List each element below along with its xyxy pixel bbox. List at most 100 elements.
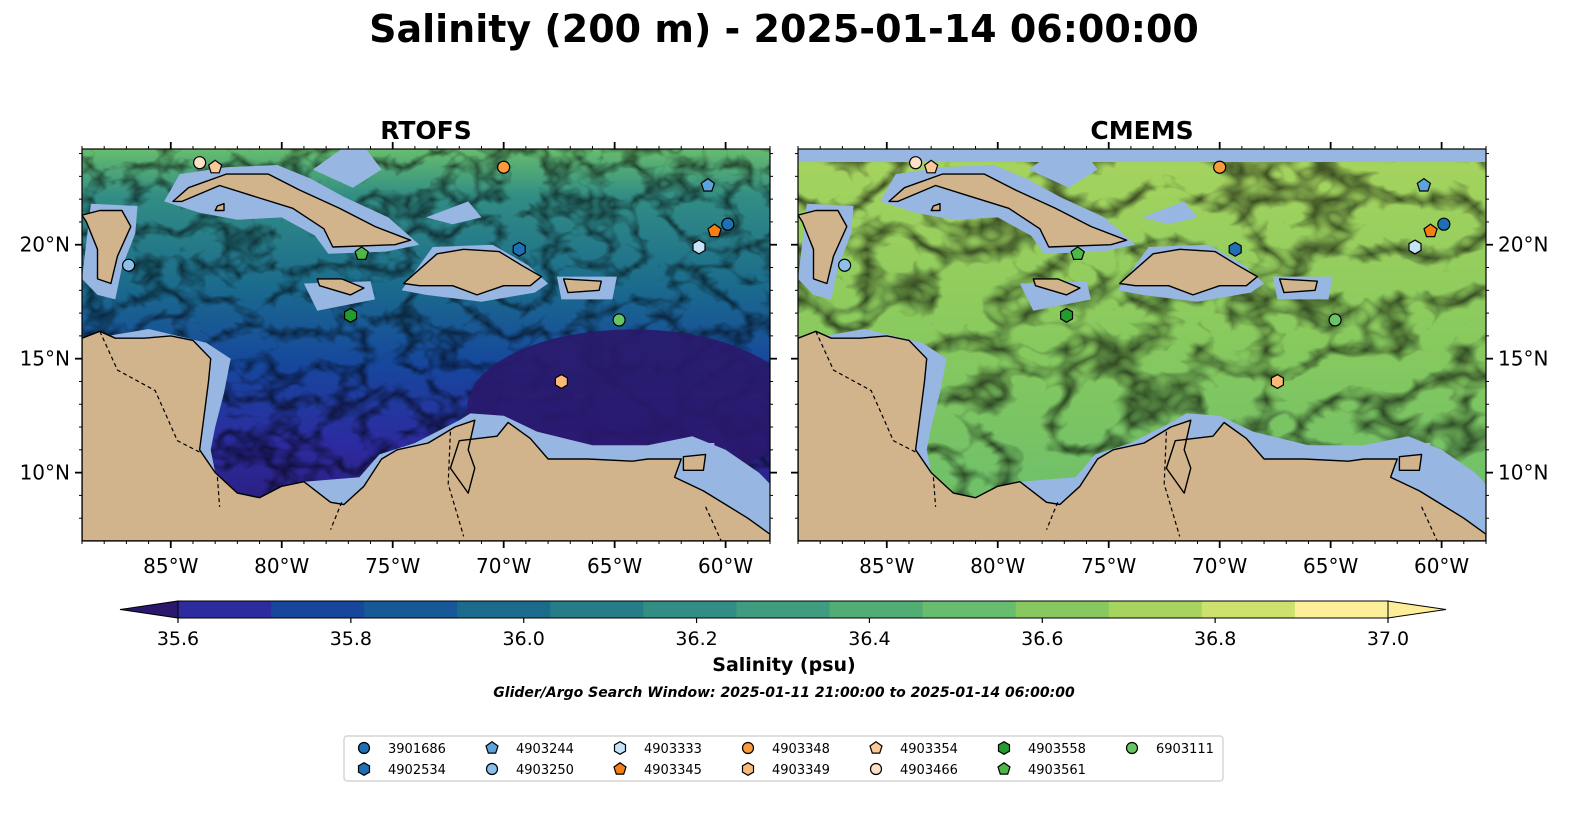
legend-marker-icon — [357, 762, 371, 776]
colorbar-bin — [922, 601, 1017, 618]
colorbar-tick-label: 36.8 — [1194, 628, 1236, 650]
legend-label: 4902534 — [388, 763, 446, 778]
float-6903111 — [1328, 313, 1342, 327]
float-4903345 — [707, 223, 722, 238]
colorbar-tick-label: 37.0 — [1367, 628, 1409, 650]
float-4903558 — [344, 307, 358, 323]
colorbar-tick-label: 36.2 — [675, 628, 717, 650]
legend-label: 3901686 — [388, 742, 446, 757]
colorbar-bin — [736, 601, 831, 618]
lon-tick-label: 75°W — [365, 554, 420, 578]
float-4903354 — [923, 159, 939, 174]
float-4903561 — [354, 246, 369, 260]
lon-tick-label: 80°W — [970, 554, 1025, 578]
lat-tick-label: 20°N — [1498, 233, 1548, 257]
legend-marker-icon — [741, 741, 755, 755]
legend-item-4903244: 4903244 — [485, 740, 574, 757]
colorbar-label: Salinity (psu) — [712, 654, 855, 676]
map-panel-rtofs: 85°W 80°W 75°W 70°W 65°W 60°W 10°N 15°N 20°N RTOF… — [20, 116, 777, 578]
legend-label: 6903111 — [1156, 742, 1214, 757]
colorbar-bin — [178, 601, 272, 618]
legend-item-4903345: 4903345 — [613, 761, 702, 778]
legend-label: 4903345 — [644, 763, 702, 778]
colorbar-tick-label: 36.6 — [1021, 628, 1063, 650]
map-frame — [797, 148, 1487, 542]
legend-marker-icon — [485, 762, 499, 776]
colorbar: 35.6 35.8 36.0 36.2 36.4 36.6 36.8 37.0 — [119, 600, 1447, 650]
colorbar-bin — [457, 601, 551, 618]
legend-label: 4903333 — [644, 742, 702, 757]
map-frame — [81, 148, 771, 542]
float-4903561 — [1070, 246, 1085, 260]
legend-label: 4903354 — [900, 742, 958, 757]
colorbar-bin — [364, 601, 458, 618]
float-4903333 — [1408, 239, 1422, 255]
legend-label: 4903250 — [516, 763, 574, 778]
float-6903111 — [612, 313, 626, 327]
float-3901686 — [721, 217, 735, 231]
colorbar-bin — [271, 601, 365, 618]
lon-tick-label: 60°W — [698, 554, 753, 578]
float-4903349 — [554, 373, 569, 390]
float-4903466 — [193, 156, 207, 170]
legend-label: 4903466 — [900, 763, 958, 778]
legend-marker-icon — [613, 741, 627, 755]
legend-item-4903333: 4903333 — [613, 741, 702, 757]
float-3901686 — [1437, 217, 1451, 231]
colorbar-bin — [550, 601, 644, 618]
legend-item-4903466: 4903466 — [869, 762, 958, 778]
float-4903466 — [909, 156, 923, 170]
lat-tick-label: 10°N — [20, 461, 70, 485]
legend-marker-icon — [741, 762, 755, 776]
colorbar-bin — [643, 601, 737, 618]
lat-tick-label: 15°N — [20, 347, 70, 371]
legend-marker-icon — [997, 761, 1011, 775]
legend-marker-icon — [997, 741, 1011, 755]
lon-tick-label: 60°W — [1414, 554, 1469, 578]
legend-item-6903111: 6903111 — [1125, 741, 1214, 757]
colorbar-extend-max — [1387, 600, 1447, 619]
legend-marker-icon — [357, 741, 371, 755]
lat-tick-label: 10°N — [1498, 461, 1548, 485]
legend: 3901686 4902534 4903244 4903250 4903333 49033… — [343, 735, 1224, 782]
search-window-text: Glider/Argo Search Window: 2025-01-11 21… — [493, 685, 1075, 701]
lon-tick-label: 75°W — [1081, 554, 1136, 578]
float-4903354 — [207, 159, 223, 174]
legend-label: 4903349 — [772, 763, 830, 778]
panel-title: CMEMS — [1090, 116, 1193, 145]
colorbar-tick-label: 36.4 — [848, 628, 890, 650]
float-markers — [122, 156, 735, 390]
legend-item-3901686: 3901686 — [357, 741, 446, 757]
lat-tick-label: 20°N — [20, 233, 70, 257]
panel-title: RTOFS — [380, 116, 472, 145]
colorbar-bin — [1201, 601, 1296, 618]
float-4903250 — [122, 258, 136, 272]
float-4903333 — [692, 239, 706, 255]
float-4903348 — [1213, 160, 1227, 174]
colorbar-bin — [1108, 601, 1203, 618]
legend-label: 4903561 — [1028, 763, 1086, 778]
lon-tick-label: 85°W — [143, 554, 198, 578]
colorbar-tick-label: 36.0 — [503, 628, 545, 650]
lon-tick-label: 65°W — [1303, 554, 1358, 578]
legend-item-4903561: 4903561 — [997, 761, 1086, 778]
legend-label: 4903558 — [1028, 742, 1086, 757]
lon-tick-label: 85°W — [859, 554, 914, 578]
legend-label: 4903348 — [772, 742, 830, 757]
float-4902534 — [512, 241, 526, 257]
legend-item-4903349: 4903349 — [741, 762, 830, 778]
float-4903244 — [700, 177, 716, 192]
legend-marker-icon — [1125, 741, 1139, 755]
legend-marker-icon — [485, 740, 499, 754]
colorbar-tick-label: 35.6 — [157, 628, 199, 650]
land-mask — [798, 173, 1486, 541]
float-4903558 — [1059, 307, 1074, 323]
float-4903348 — [497, 160, 511, 174]
legend-marker-icon — [613, 761, 627, 775]
land-mask — [82, 173, 770, 541]
legend-item-4903354: 4903354 — [869, 740, 958, 757]
colorbar-bin — [1015, 601, 1110, 618]
float-markers — [838, 156, 1451, 390]
lon-tick-label: 80°W — [254, 554, 309, 578]
float-4902534 — [1228, 241, 1242, 257]
